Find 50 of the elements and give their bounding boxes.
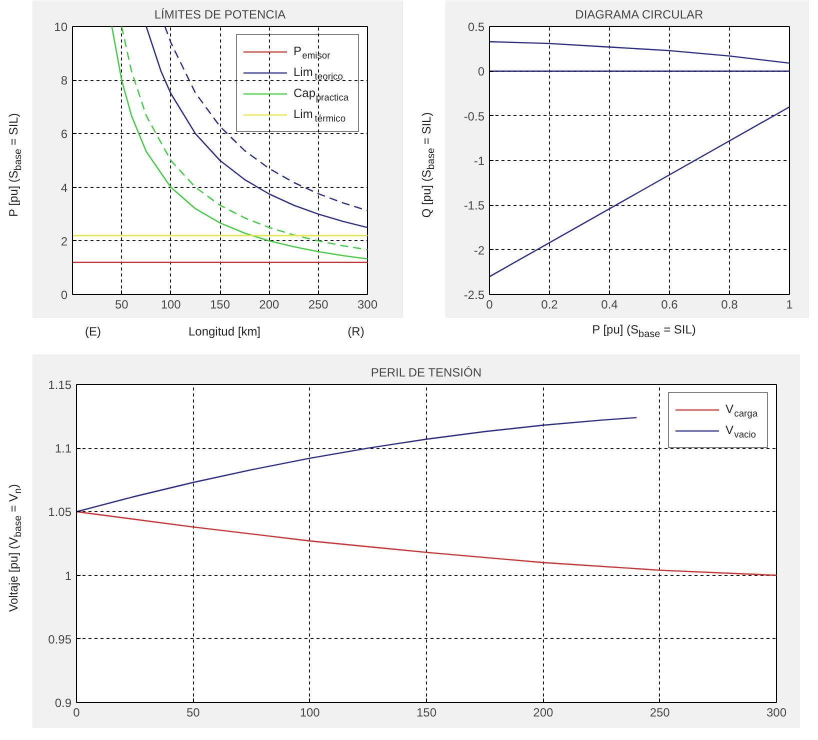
x-tick-label: 100 — [160, 298, 182, 312]
x-tick-label: 0.8 — [721, 298, 738, 312]
x-axis-title: Longitud [km] — [188, 323, 261, 340]
line-series — [164, 26, 368, 212]
x-tick-label: 0.2 — [541, 298, 558, 312]
x-axis-title: P [pu] (S$_{base}$ = SIL) — [592, 322, 696, 342]
x-tick-label: 250 — [650, 706, 670, 720]
x-tick-label: 300 — [357, 298, 378, 312]
line-series — [490, 41, 790, 64]
y-tick-label: 1.05 — [48, 505, 72, 520]
y-tick-label: 0.9 — [54, 696, 72, 710]
x-tick-label: 200 — [533, 706, 554, 720]
y-tick-label: 0.5 — [468, 20, 485, 34]
y-tick-label: -2 — [474, 243, 485, 258]
y-tick-label: 1.1 — [54, 442, 72, 456]
y-tick-label: 6 — [60, 127, 68, 142]
y-tick-label: -1 — [474, 154, 485, 168]
x-tick-label: 0.4 — [601, 298, 618, 312]
x-tick-label: 1 — [786, 298, 794, 312]
text: (R) — [348, 323, 364, 340]
y-tick-label: 0 — [478, 64, 485, 79]
line-series — [146, 26, 368, 228]
y-tick-label: 8 — [60, 74, 68, 88]
y-tick-label: 4 — [60, 180, 68, 195]
y-tick-label: -2.5 — [464, 288, 485, 302]
y-tick-label: -0.5 — [464, 109, 485, 124]
x-tick-label: 50 — [186, 706, 200, 720]
x-tick-label: 250 — [308, 298, 329, 312]
x-tick-label: 300 — [766, 706, 787, 720]
y-tick-label: 1 — [64, 568, 72, 583]
chart-title: PERIL DE TENSIÓN — [370, 366, 482, 380]
y-tick-label: 0.95 — [48, 632, 72, 646]
x-tick-label: 0 — [73, 706, 80, 720]
y-tick-label: 0 — [60, 288, 68, 302]
x-tick-label: 100 — [300, 706, 320, 720]
line-series — [76, 416, 638, 512]
chart-title: DIAGRAMA CIRCULAR — [575, 8, 704, 22]
y-tick-label: 1.15 — [48, 378, 72, 392]
x-tick-label: 200 — [259, 298, 280, 312]
x-tick-label: 150 — [210, 298, 230, 312]
y-tick-label: 10 — [54, 20, 68, 34]
chart-title: LÍMITES DE POTENCIA — [154, 8, 286, 22]
x-tick-label: 50 — [114, 298, 129, 312]
x-tick-label: 0.6 — [661, 298, 678, 312]
y-tick-label: -1.5 — [464, 198, 485, 213]
x-tick-label: 150 — [416, 706, 437, 720]
x-tick-label: 0 — [486, 298, 494, 312]
y-tick-label: 2 — [60, 234, 68, 248]
text: (E) — [85, 323, 101, 340]
line-series — [76, 511, 776, 576]
